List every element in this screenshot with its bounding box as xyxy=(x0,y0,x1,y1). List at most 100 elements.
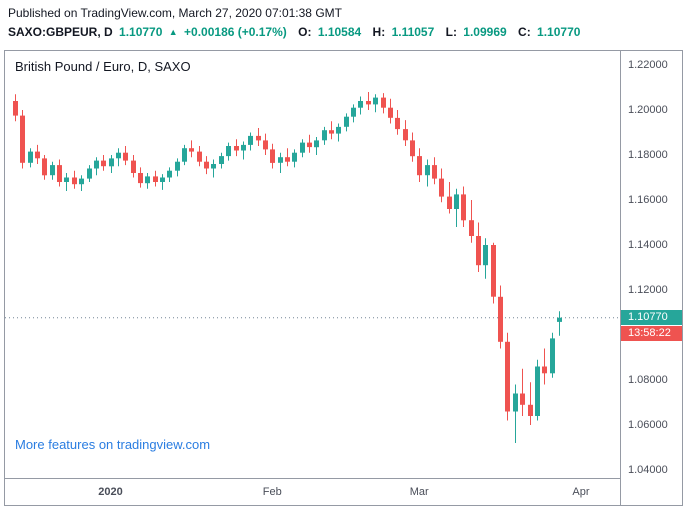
time-axis-label: Mar xyxy=(409,486,429,498)
price-axis-label: 1.14000 xyxy=(628,239,668,251)
price-axis-label: 1.16000 xyxy=(628,194,668,206)
candle xyxy=(336,123,341,142)
low-label: L: xyxy=(445,25,457,39)
price-axis-label: 1.20000 xyxy=(628,104,668,116)
candle xyxy=(241,141,246,160)
price-change: +0.00186 (+0.17%) xyxy=(184,25,287,39)
candle xyxy=(50,161,55,180)
chart-plot-area[interactable]: British Pound / Euro, D, SAXO More featu… xyxy=(5,51,620,479)
candle xyxy=(204,156,209,175)
candle xyxy=(211,159,216,178)
close-label: C: xyxy=(518,25,531,39)
candle xyxy=(432,157,437,185)
open-label: O: xyxy=(298,25,312,39)
candlestick-chart xyxy=(5,92,619,443)
symbol-info-line: SAXO:GBPEUR, D 1.10770 ▲ +0.00186 (+0.17… xyxy=(8,25,583,39)
candle xyxy=(123,146,128,166)
last-price: 1.10770 xyxy=(119,25,163,39)
candle xyxy=(388,98,393,124)
candle xyxy=(329,121,334,140)
candle xyxy=(366,92,371,110)
candle xyxy=(557,311,562,336)
candle xyxy=(13,94,18,122)
low-value: 1.09969 xyxy=(463,25,507,39)
candle xyxy=(542,348,547,385)
candle xyxy=(285,148,290,167)
candle xyxy=(160,174,165,190)
candle xyxy=(322,126,327,145)
candle xyxy=(226,142,231,161)
tradingview-link[interactable]: More features on tradingview.com xyxy=(15,437,211,452)
candle xyxy=(483,238,488,279)
candle xyxy=(373,94,378,113)
candle xyxy=(42,155,47,180)
candle xyxy=(182,144,187,166)
candle xyxy=(513,384,518,443)
candle xyxy=(447,182,452,214)
candle xyxy=(425,159,430,187)
candle xyxy=(64,173,69,191)
candle xyxy=(79,175,84,191)
candle xyxy=(381,93,386,114)
candle xyxy=(505,332,510,421)
last-price-label: 1.10770 xyxy=(621,309,682,325)
candle xyxy=(344,113,349,132)
candle xyxy=(109,155,114,173)
time-axis[interactable]: 2020 Feb Mar Apr xyxy=(5,479,620,505)
candle xyxy=(197,146,202,167)
candle xyxy=(20,110,25,169)
candle xyxy=(520,368,525,416)
price-axis[interactable]: 1.10770 13:58:22 1.04000 1.06000 1.08000 1.… xyxy=(620,51,682,505)
close-value: 1.10770 xyxy=(537,25,581,39)
candle xyxy=(550,332,555,378)
candle xyxy=(131,155,136,178)
candle xyxy=(417,148,422,182)
chart-title: British Pound / Euro, D, SAXO xyxy=(15,59,191,74)
time-axis-label: Apr xyxy=(572,486,590,498)
price-axis-label: 1.22000 xyxy=(628,59,668,71)
candle xyxy=(292,149,297,168)
candle xyxy=(256,128,261,146)
candle xyxy=(307,134,312,153)
price-axis-label: 1.12000 xyxy=(628,284,668,296)
candle xyxy=(461,186,466,227)
price-axis-label: 1.18000 xyxy=(628,149,668,161)
candle xyxy=(439,168,444,203)
candle xyxy=(491,242,496,304)
chart-frame: British Pound / Euro, D, SAXO More featu… xyxy=(4,50,683,506)
candle xyxy=(403,120,408,146)
candlestick-series xyxy=(13,92,562,443)
candle xyxy=(469,200,474,243)
candle xyxy=(358,96,363,115)
candle xyxy=(528,382,533,425)
candle xyxy=(175,158,180,177)
candle xyxy=(248,132,253,151)
candle xyxy=(57,159,62,187)
candle xyxy=(138,167,143,188)
candle xyxy=(189,140,194,158)
candle xyxy=(28,148,33,168)
high-value: 1.11057 xyxy=(391,25,435,39)
candle xyxy=(94,157,99,176)
candle xyxy=(300,139,305,158)
bar-countdown-label: 13:58:22 xyxy=(621,325,682,341)
candle xyxy=(278,152,283,173)
candle xyxy=(116,148,121,167)
symbol-name[interactable]: SAXO:GBPEUR, D xyxy=(8,25,113,39)
candle xyxy=(35,144,40,164)
candle xyxy=(219,152,224,169)
price-axis-label: 1.08000 xyxy=(628,374,668,386)
published-line: Published on TradingView.com, March 27, … xyxy=(8,6,342,20)
candle xyxy=(395,110,400,135)
candle xyxy=(87,165,92,182)
candle xyxy=(314,137,319,155)
candle xyxy=(270,143,275,169)
candle xyxy=(410,132,415,162)
time-axis-label: 2020 xyxy=(98,486,123,498)
time-axis-label: Feb xyxy=(262,486,282,498)
up-arrow-icon: ▲ xyxy=(168,27,178,37)
candle xyxy=(234,139,239,157)
candle xyxy=(101,155,106,171)
candle xyxy=(263,133,268,155)
candle xyxy=(498,285,503,349)
